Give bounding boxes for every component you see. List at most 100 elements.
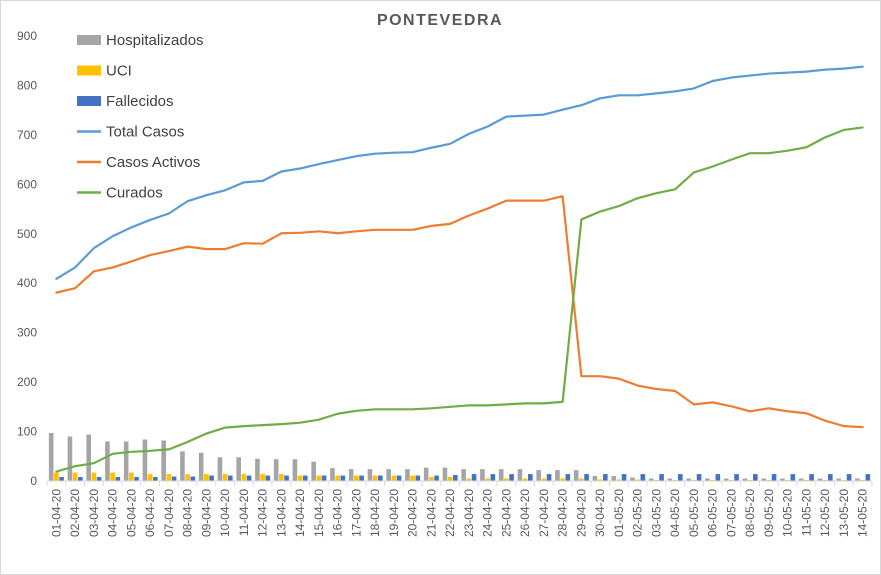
bar-hospitalizados — [573, 470, 579, 481]
bar-hospitalizados — [86, 434, 91, 481]
bar-hospitalizados — [480, 469, 485, 481]
x-tick-label: 22-04-20 — [443, 489, 457, 537]
bar-hospitalizados — [405, 469, 410, 481]
bar-fallecidos — [509, 474, 514, 481]
bar-uci — [110, 472, 115, 481]
legend-swatch-uci — [77, 65, 101, 76]
line-casos-activos — [55, 195, 864, 429]
bar-fallecidos — [546, 474, 552, 481]
legend-label-hospitalizados: Hospitalizados — [106, 32, 204, 49]
bar-fallecidos — [59, 477, 64, 481]
legend-label-uci: UCI — [106, 63, 132, 80]
y-tick-label: 200 — [17, 375, 37, 389]
bar-fallecidos — [846, 474, 852, 481]
x-tick-label: 09-05-20 — [762, 489, 776, 537]
bar-fallecidos — [228, 475, 233, 481]
bar-fallecidos — [284, 475, 289, 481]
bar-uci — [241, 474, 247, 481]
legend: Hospitalizados UCI Fallecidos Total Casos Ca… — [77, 32, 204, 202]
bar-fallecidos — [734, 474, 739, 481]
bar-uci — [485, 478, 490, 481]
bar-uci — [447, 477, 453, 481]
bar-uci — [522, 478, 528, 481]
x-tick-label: 24-04-20 — [481, 489, 495, 537]
bar-hospitalizados — [461, 469, 466, 481]
bar-hospitalizados — [648, 478, 654, 481]
bar-fallecidos — [790, 474, 796, 481]
legend-swatch-hospitalizados — [77, 35, 101, 45]
bar-hospitalizados — [217, 457, 223, 481]
x-axis: 01-04-20 02-04-20 03-04-20 04-04-20 05-04-20… — [46, 481, 873, 537]
bar-hospitalizados — [123, 441, 129, 481]
x-tick-label: 03-05-20 — [649, 489, 663, 537]
bar-hospitalizados — [742, 478, 748, 481]
bar-uci — [335, 475, 340, 481]
bar-fallecidos — [134, 477, 139, 481]
bar-fallecidos — [621, 474, 627, 481]
legend-swatch-fallecidos — [77, 96, 101, 106]
x-tick-label: 13-05-20 — [837, 489, 851, 537]
bar-fallecidos — [565, 474, 571, 481]
x-tick-label: 14-05-20 — [856, 489, 870, 537]
bar-fallecidos — [115, 477, 121, 481]
bar-fallecidos — [453, 475, 458, 481]
x-tick-label: 05-05-20 — [687, 489, 701, 537]
bar-fallecidos — [715, 474, 721, 481]
bar-hospitalizados — [386, 469, 391, 481]
x-tick-label: 21-04-20 — [424, 489, 438, 537]
x-tick-label: 13-04-20 — [274, 489, 288, 537]
bar-uci — [372, 475, 378, 481]
bar-fallecidos — [471, 474, 477, 481]
x-tick-label: 26-04-20 — [518, 489, 532, 537]
bar-uci — [54, 472, 59, 481]
bar-hospitalizados — [780, 478, 785, 481]
bar-fallecidos — [696, 474, 702, 481]
bar-hospitalizados — [536, 470, 541, 481]
bar-hospitalizados — [611, 476, 616, 481]
bar-fallecidos — [303, 475, 308, 481]
bar-hospitalizados — [423, 467, 429, 481]
bar-uci — [635, 479, 640, 481]
y-tick-label: 100 — [17, 425, 37, 439]
bar-fallecidos — [659, 474, 664, 481]
line-total-casos — [55, 65, 864, 280]
bar-hospitalizados — [198, 452, 204, 481]
x-tick-label: 12-04-20 — [256, 489, 270, 537]
bar-fallecidos — [378, 475, 383, 481]
bar-fallecidos — [528, 474, 533, 481]
x-tick-label: 15-04-20 — [312, 489, 326, 537]
bar-fallecidos — [434, 475, 439, 481]
bar-uci — [72, 472, 78, 481]
x-tick-label: 28-04-20 — [556, 489, 570, 537]
bar-uci — [504, 478, 509, 481]
legend-label-total-casos: Total Casos — [106, 124, 184, 141]
bar-fallecidos — [190, 476, 196, 481]
x-tick-label: 11-04-20 — [237, 489, 251, 536]
bar-fallecidos — [96, 477, 102, 481]
bar-fallecidos — [78, 477, 83, 481]
y-tick-label: 400 — [17, 276, 37, 290]
legend-label-casos-activos: Casos Activos — [106, 154, 200, 171]
bar-uci — [91, 472, 97, 481]
bar-hospitalizados — [442, 467, 448, 481]
x-tick-label: 10-05-20 — [781, 489, 795, 537]
bar-hospitalizados — [686, 478, 691, 481]
bar-fallecidos — [171, 476, 177, 481]
bar-hospitalizados — [105, 441, 110, 481]
bar-hospitalizados — [555, 470, 560, 481]
x-tick-label: 06-04-20 — [143, 489, 157, 537]
bar-fallecidos — [678, 474, 683, 481]
bar-uci — [597, 479, 603, 481]
bar-uci — [260, 474, 265, 481]
bar-hospitalizados — [705, 478, 710, 481]
bar-hospitalizados — [142, 439, 148, 481]
bar-uci — [410, 475, 415, 481]
bar-fallecidos — [209, 475, 214, 481]
y-tick-label: 300 — [17, 326, 37, 340]
x-tick-label: 09-04-20 — [199, 489, 213, 537]
bar-uci — [429, 477, 434, 481]
bar-hospitalizados — [48, 433, 54, 481]
bar-hospitalizados — [817, 478, 823, 481]
bar-uci — [279, 474, 284, 481]
bar-hospitalizados — [498, 469, 504, 481]
